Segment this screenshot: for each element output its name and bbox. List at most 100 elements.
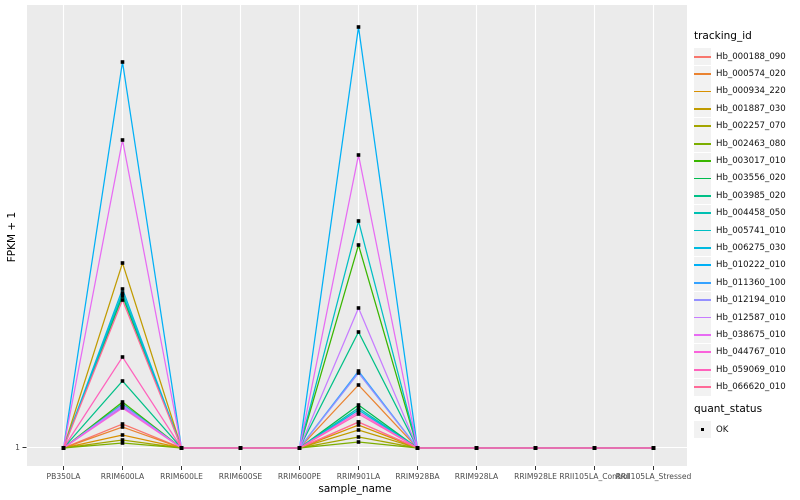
series-color-line-icon: [694, 107, 711, 110]
legend-item: Hb_012194_010: [694, 291, 800, 309]
data-point: [356, 383, 361, 387]
legend-color-entries: Hb_000188_090 Hb_000574_020 Hb_000934_220 H…: [694, 48, 800, 396]
legend-key: [694, 65, 711, 83]
data-point: [533, 446, 538, 450]
data-point: [356, 243, 361, 247]
x-tick-label: RRIM928BA: [395, 472, 440, 481]
legend-item: Hb_012587_010: [694, 309, 800, 327]
legend-item-label: Hb_066620_010: [716, 382, 786, 393]
data-point: [356, 371, 361, 375]
data-point: [356, 369, 361, 373]
legend: tracking_id Hb_000188_090 Hb_000574_020 Hb…: [694, 30, 800, 438]
legend-item-label: Hb_038675_010: [716, 329, 786, 340]
data-point: [592, 446, 597, 450]
legend-item: Hb_059069_010: [694, 361, 800, 379]
data-point: [356, 219, 361, 223]
x-tick-label: RRII105LA_Control: [559, 472, 629, 481]
legend-item: Hb_001887_030: [694, 100, 800, 118]
legend-item: Hb_003985_020: [694, 187, 800, 205]
series-color-line-icon: [694, 212, 711, 215]
legend-item: Hb_010222_010: [694, 256, 800, 274]
series-color-line-icon: [694, 316, 711, 319]
data-point: [356, 306, 361, 310]
series-color-line-icon: [694, 386, 711, 388]
legend-item: Hb_011360_100: [694, 274, 800, 292]
panel-background: [27, 5, 687, 466]
legend-key: [694, 222, 711, 240]
legend-item: Hb_006275_030: [694, 239, 800, 257]
data-point: [120, 379, 125, 383]
data-point: [356, 435, 361, 439]
legend-item-label: Hb_012587_010: [716, 312, 786, 323]
legend-quant-status: quant_status OK: [694, 403, 800, 438]
legend-item-label: Hb_006275_030: [716, 242, 786, 253]
legend-key: [694, 361, 711, 379]
series-color-line-icon: [694, 142, 711, 145]
legend-item-label: Hb_003985_020: [716, 190, 786, 201]
data-point: [356, 410, 361, 414]
legend-item: Hb_004458_050: [694, 204, 800, 222]
series-color-line-icon: [694, 299, 711, 302]
data-point: [297, 446, 302, 450]
data-point: [120, 438, 125, 442]
series-color-line-icon: [694, 334, 711, 336]
series-color-line-icon: [694, 281, 711, 284]
legend-key: [694, 135, 711, 153]
x-axis-title: sample_name: [318, 483, 391, 495]
legend-item-label: Hb_059069_010: [716, 364, 786, 375]
legend-item: Hb_003556_020: [694, 169, 800, 187]
legend-item-label: Hb_044767_010: [716, 347, 786, 358]
legend-key: [694, 378, 711, 396]
legend-item: Hb_002463_080: [694, 135, 800, 153]
data-point: [356, 420, 361, 424]
legend-key: [694, 204, 711, 222]
legend-item: Hb_002257_070: [694, 117, 800, 135]
data-point: [356, 428, 361, 432]
legend-key: [694, 291, 711, 309]
x-tick-label: RRIM901LA: [337, 472, 381, 481]
series-color-line-icon: [694, 194, 711, 197]
legend-item: Hb_066620_010: [694, 378, 800, 396]
legend-key: [694, 169, 711, 187]
legend-item-label: Hb_011360_100: [716, 277, 786, 288]
data-point: [356, 406, 361, 410]
legend-key: [694, 326, 711, 344]
square-point-icon: [700, 427, 705, 432]
data-point: [120, 291, 125, 295]
data-points: [61, 25, 656, 450]
legend-item-label: Hb_004458_050: [716, 208, 786, 219]
data-point: [120, 60, 125, 64]
legend-key: [694, 274, 711, 292]
data-point: [356, 25, 361, 29]
legend-item-label: Hb_002257_070: [716, 121, 786, 132]
series-color-line-icon: [694, 368, 711, 371]
x-tick-labels: PB350LA RRIM600LA RRIM600LE RRIM600SE RRIM60…: [47, 472, 692, 481]
data-point: [120, 422, 125, 426]
x-tick-label: RRIM928LE: [514, 472, 557, 481]
plot-panel: [27, 5, 687, 466]
legend-key: [694, 239, 711, 257]
legend-item-label: Hb_012194_010: [716, 295, 786, 306]
gridlines: [27, 5, 687, 466]
data-point: [120, 355, 125, 359]
legend-key: [694, 343, 711, 361]
data-point: [120, 425, 125, 429]
data-point: [120, 138, 125, 142]
legend-item-label: Hb_002463_080: [716, 138, 786, 149]
data-point: [120, 261, 125, 265]
legend-title-tracking-id: tracking_id: [694, 30, 752, 42]
legend-key: [694, 48, 711, 66]
series-color-line-icon: [694, 177, 711, 180]
data-point: [415, 446, 420, 450]
data-point: [120, 404, 125, 408]
series-color-line-icon: [694, 55, 711, 58]
series-color-line-icon: [694, 229, 711, 232]
legend-item: Hb_005741_010: [694, 222, 800, 240]
x-tick-label: RRIM600PE: [278, 472, 321, 481]
legend-key: [694, 152, 711, 170]
x-tick-label: RRIM600SE: [219, 472, 263, 481]
series-color-line-icon: [694, 351, 711, 354]
legend-item-label: OK: [716, 424, 729, 435]
legend-item: Hb_000574_020: [694, 65, 800, 83]
